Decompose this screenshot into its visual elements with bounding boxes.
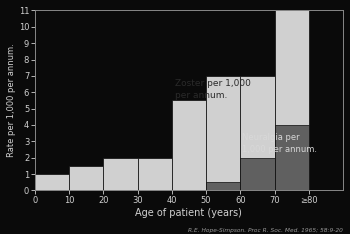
Text: Neuralgia per
1,000 per annum.: Neuralgia per 1,000 per annum.	[242, 133, 317, 154]
Bar	[274, 11, 309, 190]
Text: R.E. Hope-Simpson. Proc R. Soc. Med. 1965; 58:9-20: R.E. Hope-Simpson. Proc R. Soc. Med. 196…	[188, 228, 343, 233]
Bar	[35, 174, 69, 190]
Bar	[138, 158, 172, 190]
X-axis label: Age of patient (years): Age of patient (years)	[135, 208, 242, 218]
Text: Zoster per 1,000
per annum.: Zoster per 1,000 per annum.	[175, 79, 251, 100]
Bar	[172, 100, 206, 190]
Bar	[103, 158, 138, 190]
Bar	[274, 125, 309, 190]
Bar	[240, 76, 274, 190]
Bar	[206, 76, 240, 190]
Bar	[206, 182, 240, 190]
Bar	[240, 158, 274, 190]
Bar	[69, 166, 103, 190]
Y-axis label: Rate per 1,000 per annum.: Rate per 1,000 per annum.	[7, 44, 16, 157]
